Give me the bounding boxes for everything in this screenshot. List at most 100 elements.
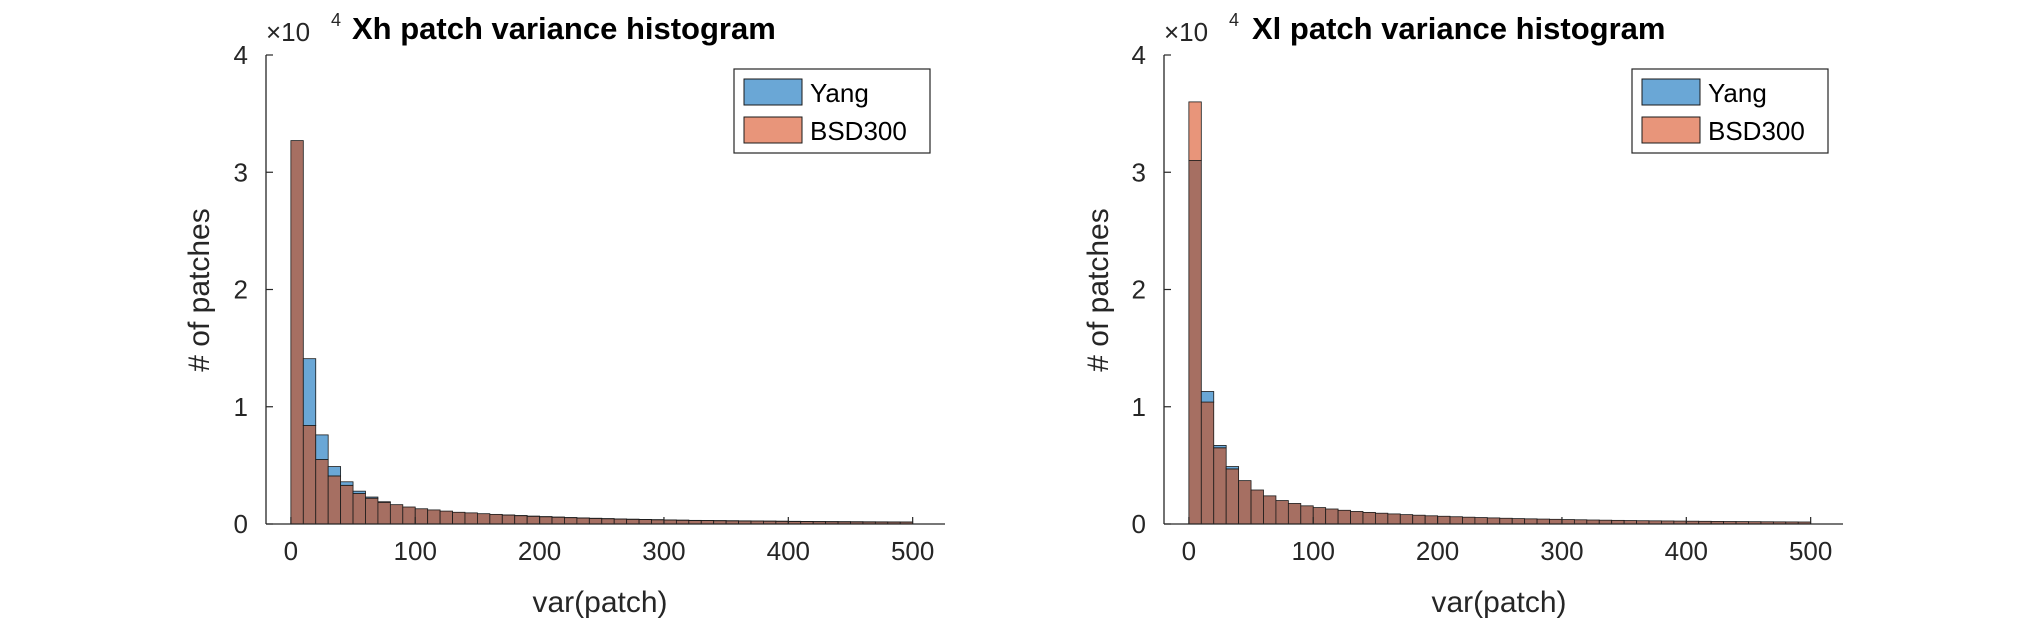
y-axis-label: # of patches bbox=[1082, 208, 1115, 371]
histogram-bar-overlap bbox=[1549, 518, 1563, 525]
y-tick-label: 4 bbox=[234, 40, 248, 70]
x-tick-label: 0 bbox=[1182, 536, 1196, 566]
histogram-bar-yang bbox=[315, 434, 329, 460]
x-tick-label: 100 bbox=[394, 536, 437, 566]
histogram-bar-overlap bbox=[477, 513, 491, 525]
histogram-bar-overlap bbox=[302, 425, 317, 525]
y-tick-label: 3 bbox=[1132, 157, 1146, 187]
axis-exponent-power: 4 bbox=[331, 10, 341, 30]
axis-exponent-power: 4 bbox=[1229, 10, 1239, 30]
histogram-bar-overlap bbox=[489, 513, 503, 525]
histogram-bar-overlap bbox=[1412, 514, 1426, 525]
x-tick-label: 400 bbox=[767, 536, 810, 566]
histogram-bar-overlap bbox=[1437, 515, 1451, 525]
histogram-bar-yang bbox=[302, 358, 317, 426]
histogram-bar-yang bbox=[377, 501, 391, 503]
histogram-bar-overlap bbox=[539, 516, 553, 525]
axis-exponent-base: ×10 bbox=[266, 17, 310, 47]
histogram-bar-overlap bbox=[1424, 515, 1438, 525]
histogram-bar-overlap bbox=[613, 518, 628, 525]
x-tick-label: 300 bbox=[642, 536, 685, 566]
x-tick-label: 0 bbox=[284, 536, 298, 566]
histogram-bar-overlap bbox=[1300, 505, 1314, 525]
histogram-bar-overlap bbox=[1200, 401, 1215, 525]
x-tick-label: 500 bbox=[891, 536, 934, 566]
histogram-bar-overlap bbox=[352, 493, 366, 525]
histogram-bar-overlap bbox=[1287, 503, 1302, 525]
x-tick-label: 400 bbox=[1665, 536, 1708, 566]
histogram-bar-overlap bbox=[1213, 447, 1227, 525]
legend: Yang BSD300 bbox=[733, 68, 931, 154]
histogram-bar-overlap bbox=[1499, 517, 1513, 525]
histogram-bar-overlap bbox=[402, 506, 416, 525]
axes: 0 100 200 300 400 500 0 1 2 3 4 bbox=[234, 40, 945, 566]
x-axis-label: var(patch) bbox=[532, 586, 667, 619]
y-tick-label: 0 bbox=[1132, 509, 1146, 539]
x-tick-label: 200 bbox=[1416, 536, 1459, 566]
histogram-bar-yang bbox=[365, 496, 379, 499]
legend-swatch-yang bbox=[743, 78, 803, 106]
histogram-bar-yang bbox=[1213, 445, 1227, 449]
histogram-bar-overlap bbox=[588, 517, 603, 525]
histogram-bar-overlap bbox=[377, 501, 391, 525]
legend-label-yang: Yang bbox=[810, 78, 869, 108]
histogram-bar-overlap bbox=[464, 512, 478, 525]
histogram-bar-overlap bbox=[1275, 500, 1289, 525]
histogram-bar-overlap bbox=[315, 459, 329, 525]
bar-group bbox=[290, 140, 914, 525]
histogram-bar-overlap bbox=[1486, 517, 1501, 525]
histogram-bar-overlap bbox=[1536, 518, 1550, 525]
histogram-bar-overlap bbox=[414, 508, 429, 525]
x-tick-label: 100 bbox=[1292, 536, 1335, 566]
histogram-bar-overlap bbox=[576, 517, 590, 525]
histogram-bar-overlap bbox=[601, 518, 615, 525]
histogram-bar-overlap bbox=[1188, 160, 1202, 525]
histogram-bar-overlap bbox=[1250, 489, 1264, 525]
legend-label-bsd300: BSD300 bbox=[810, 116, 907, 146]
chart-title: Xh patch variance histogram bbox=[352, 11, 776, 46]
y-tick-label: 3 bbox=[234, 157, 248, 187]
chart-title: Xl patch variance histogram bbox=[1252, 11, 1665, 46]
x-tick-label: 300 bbox=[1540, 536, 1583, 566]
histogram-bar-overlap bbox=[638, 519, 652, 525]
histogram-bar-bsd300 bbox=[1188, 101, 1202, 161]
histogram-bar-overlap bbox=[427, 509, 441, 525]
histogram-bar-overlap bbox=[290, 140, 304, 525]
y-tick-label: 2 bbox=[1132, 275, 1146, 305]
histogram-bar-yang bbox=[327, 466, 342, 477]
histogram-bar-overlap bbox=[1337, 509, 1351, 525]
histogram-bar-overlap bbox=[452, 511, 466, 525]
histogram-bar-overlap bbox=[1387, 513, 1401, 525]
histogram-bar-overlap bbox=[327, 475, 342, 525]
histogram-bar-overlap bbox=[1362, 511, 1376, 525]
histogram-bar-overlap bbox=[1511, 518, 1526, 525]
y-tick-label: 0 bbox=[234, 509, 248, 539]
y-tick-label: 1 bbox=[1132, 392, 1146, 422]
histogram-bar-overlap bbox=[551, 516, 565, 525]
histogram-bar-yang bbox=[352, 490, 366, 494]
histogram-bar-yang bbox=[340, 481, 354, 486]
histogram-bar-yang bbox=[1225, 466, 1240, 470]
histogram-bar-overlap bbox=[501, 514, 516, 525]
histogram-bar-overlap bbox=[1375, 512, 1389, 525]
histogram-bar-overlap bbox=[1350, 511, 1364, 525]
axes: 0 100 200 300 400 500 0 1 2 3 4 bbox=[1132, 40, 1843, 566]
histogram-bar-overlap bbox=[1325, 508, 1339, 525]
histogram-bar-overlap bbox=[340, 484, 354, 525]
histogram-bar-overlap bbox=[1238, 480, 1252, 525]
y-tick-label: 4 bbox=[1132, 40, 1146, 70]
x-tick-label: 200 bbox=[518, 536, 561, 566]
histogram-bar-overlap bbox=[1474, 517, 1488, 525]
x-tick-label: 500 bbox=[1789, 536, 1832, 566]
y-tick-label: 1 bbox=[234, 392, 248, 422]
histogram-bar-overlap bbox=[1312, 507, 1327, 525]
chart-xl-histogram: Xl patch variance histogram ×10 4 0 100 20… bbox=[1082, 10, 1843, 619]
legend-label-bsd300: BSD300 bbox=[1708, 116, 1805, 146]
histogram-bar-overlap bbox=[365, 497, 379, 525]
legend-swatch-bsd300 bbox=[743, 116, 803, 144]
y-tick-label: 2 bbox=[234, 275, 248, 305]
legend-swatch-yang bbox=[1641, 78, 1701, 106]
axis-exponent-base: ×10 bbox=[1164, 17, 1208, 47]
histogram-bar-yang bbox=[1200, 391, 1215, 403]
